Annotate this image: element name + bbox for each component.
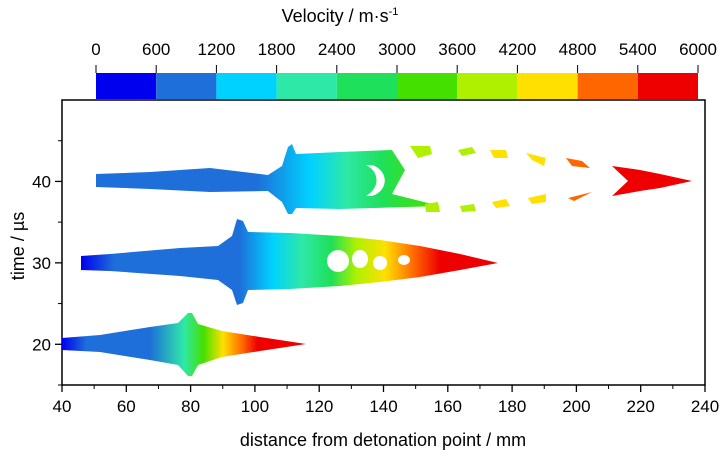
x-tick-label: 160 <box>434 397 462 416</box>
x-tick-label: 80 <box>181 397 200 416</box>
x-tick-label: 120 <box>305 397 333 416</box>
colorbar-tick-label: 600 <box>142 40 170 59</box>
band-t40-fragment <box>458 147 476 156</box>
x-tick-label: 200 <box>562 397 590 416</box>
band-t40-fragment <box>410 146 432 158</box>
colorbar-bin-6 <box>457 73 518 99</box>
band-t30-void <box>373 256 387 270</box>
x-tick-label: 140 <box>369 397 397 416</box>
x-axis: 40 60 80 100 120 140 160 180 200 220 240 <box>53 385 719 416</box>
colorbar-tick-label: 1200 <box>197 40 235 59</box>
colorbar-tick-label: 6000 <box>679 40 717 59</box>
band-t30 <box>81 219 498 305</box>
colorbar-bin-1 <box>156 73 217 99</box>
colorbar-bin-4 <box>336 73 397 99</box>
band-t30-void <box>398 255 410 265</box>
y-tick-label: 30 <box>32 254 51 273</box>
band-t40-ring <box>366 165 385 196</box>
colorbar-title: Velocity / m·s-1 <box>282 6 399 26</box>
colorbar-bin-0 <box>96 73 157 99</box>
band-t20-body <box>62 313 306 376</box>
colorbar-tick-label: 4800 <box>559 40 597 59</box>
band-t40-fragment <box>566 158 590 168</box>
band-t20 <box>62 313 306 376</box>
band-t40-fragment <box>460 204 476 212</box>
colorbar: Velocity / m·s-1 0 600 1200 1800 2400 3000 360… <box>91 6 717 99</box>
colorbar-tick-label: 1800 <box>258 40 296 59</box>
y-tick-label: 20 <box>32 335 51 354</box>
band-t40-fragment <box>425 202 440 212</box>
band-t40-body <box>96 144 440 214</box>
band-t40-fragment <box>526 153 546 166</box>
y-tick-label: 40 <box>32 172 51 191</box>
band-t30-void <box>352 250 368 268</box>
y-axis: 20 30 40 <box>32 140 62 386</box>
colorbar-bin-3 <box>276 73 337 99</box>
x-tick-label: 240 <box>691 397 719 416</box>
band-t40-tip <box>612 166 692 196</box>
band-t40 <box>96 144 692 214</box>
band-t40-fragment <box>492 199 510 208</box>
colorbar-bin-5 <box>397 73 458 99</box>
band-t30-void <box>327 250 349 272</box>
colorbar-tick-label: 3000 <box>378 40 416 59</box>
band-t30-body <box>81 219 498 305</box>
y-axis-label: time / µs <box>8 212 28 280</box>
colorbar-bin-2 <box>216 73 277 99</box>
colorbar-bin-7 <box>517 73 578 99</box>
x-axis-label: distance from detonation point / mm <box>240 430 526 450</box>
x-tick-label: 180 <box>498 397 526 416</box>
band-t40-fragment <box>528 194 546 204</box>
colorbar-tick-label: 2400 <box>318 40 356 59</box>
colorbar-bin-9 <box>637 73 698 99</box>
colorbar-bin-8 <box>577 73 638 99</box>
x-tick-label: 60 <box>117 397 136 416</box>
x-tick-label: 220 <box>627 397 655 416</box>
colorbar-tick-label: 3600 <box>438 40 476 59</box>
band-t40-fragment <box>568 192 592 201</box>
x-tick-label: 40 <box>53 397 72 416</box>
colorbar-tick-label: 5400 <box>619 40 657 59</box>
band-t40-fragment <box>490 150 508 158</box>
colorbar-tick-label: 4200 <box>498 40 536 59</box>
x-tick-label: 100 <box>241 397 269 416</box>
colorbar-tick-label: 0 <box>91 40 100 59</box>
